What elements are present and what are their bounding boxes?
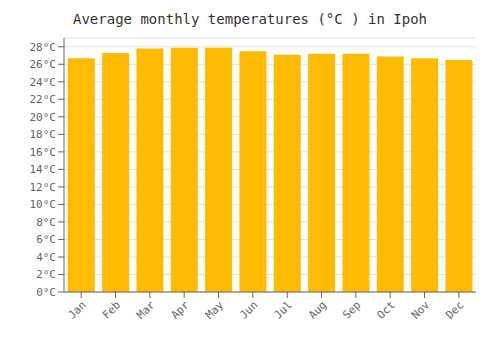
svg-text:12°C: 12°C xyxy=(30,181,57,194)
svg-text:Oct: Oct xyxy=(375,298,398,321)
svg-text:0°C: 0°C xyxy=(36,286,56,299)
svg-text:Feb: Feb xyxy=(100,298,123,321)
svg-text:Jan: Jan xyxy=(66,298,89,321)
svg-text:8°C: 8°C xyxy=(36,216,56,229)
svg-text:Jul: Jul xyxy=(272,298,295,321)
svg-text:16°C: 16°C xyxy=(30,146,57,159)
svg-text:4°C: 4°C xyxy=(36,251,56,264)
svg-text:Sep: Sep xyxy=(340,298,363,321)
svg-text:26°C: 26°C xyxy=(30,58,57,71)
svg-text:22°C: 22°C xyxy=(30,93,57,106)
svg-text:18°C: 18°C xyxy=(30,128,57,141)
svg-text:Nov: Nov xyxy=(409,298,433,322)
svg-text:Dec: Dec xyxy=(443,298,466,321)
html-text:Average monthly temperatures (: Average monthly temperatures (°C ) in Ip… xyxy=(73,11,427,27)
svg-text:Jun: Jun xyxy=(237,298,260,321)
svg-text:28°C: 28°C xyxy=(30,41,57,54)
svg-text:Mar: Mar xyxy=(134,298,158,322)
svg-text:24°C: 24°C xyxy=(30,76,57,89)
svg-text:Apr: Apr xyxy=(169,298,193,322)
svg-text:2°C: 2°C xyxy=(36,268,56,281)
svg-text:6°C: 6°C xyxy=(36,233,56,246)
svg-text:20°C: 20°C xyxy=(30,111,57,124)
svg-text:Aug: Aug xyxy=(306,298,329,321)
svg-text:14°C: 14°C xyxy=(30,163,57,176)
svg-text:10°C: 10°C xyxy=(30,198,57,211)
svg-text:May: May xyxy=(203,298,227,322)
